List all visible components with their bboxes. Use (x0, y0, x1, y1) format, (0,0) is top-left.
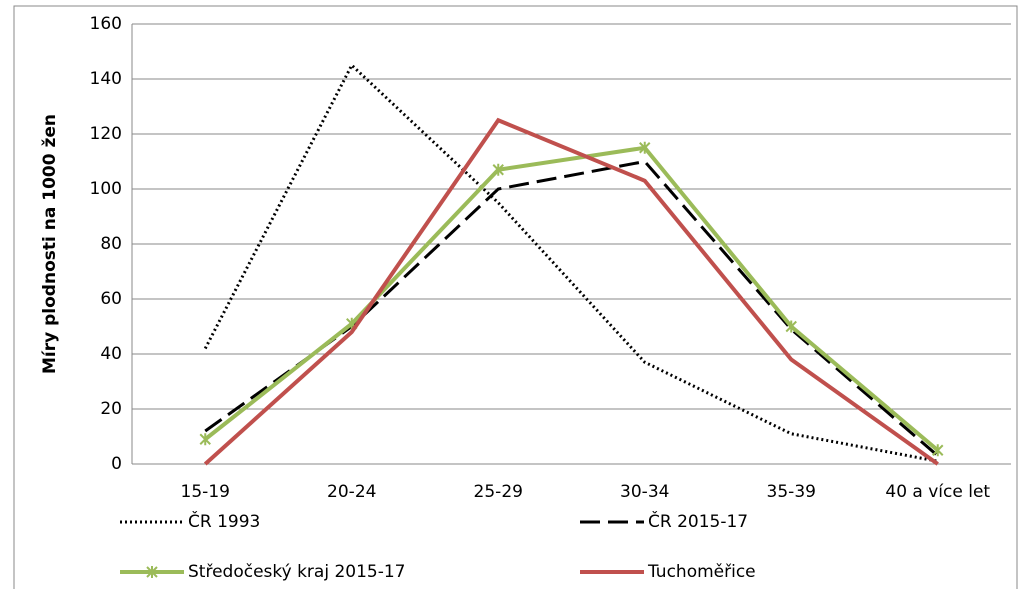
y-axis-label: Míry plodnosti na 1000 žen (40, 114, 60, 374)
y-tick-label: 140 (90, 69, 122, 89)
legend-label: Tuchoměřice (647, 562, 756, 582)
legend-label: ČR 1993 (188, 510, 260, 532)
marker (492, 163, 504, 176)
x-tick-label: 20-24 (327, 482, 376, 502)
marker (932, 444, 944, 457)
marker (639, 141, 651, 154)
series-line (203, 62, 939, 463)
legend-marker (146, 566, 158, 578)
marker (199, 433, 211, 446)
x-tick-label: 40 a více let (885, 482, 990, 502)
chart-frame (13, 5, 1018, 589)
x-tick-label: 25-29 (474, 482, 523, 502)
x-tick-label: 30-34 (620, 482, 669, 502)
y-tick-label: 0 (111, 454, 122, 474)
y-tick-label: 100 (90, 179, 122, 199)
y-tick-label: 60 (100, 289, 122, 309)
y-tick-label: 20 (100, 399, 122, 419)
series-line (203, 117, 939, 466)
x-tick-label: 35-39 (767, 482, 816, 502)
legend-label: ČR 2015-17 (648, 510, 748, 532)
marker (785, 320, 797, 333)
y-tick-label: 40 (100, 344, 122, 364)
series-line (204, 159, 939, 457)
x-tick-label: 15-19 (181, 482, 230, 502)
y-tick-label: 80 (100, 234, 122, 254)
y-tick-label: 160 (90, 14, 122, 34)
series-line (204, 145, 940, 452)
y-tick-label: 120 (90, 124, 122, 144)
legend-label: Středočeský kraj 2015-17 (188, 562, 406, 582)
